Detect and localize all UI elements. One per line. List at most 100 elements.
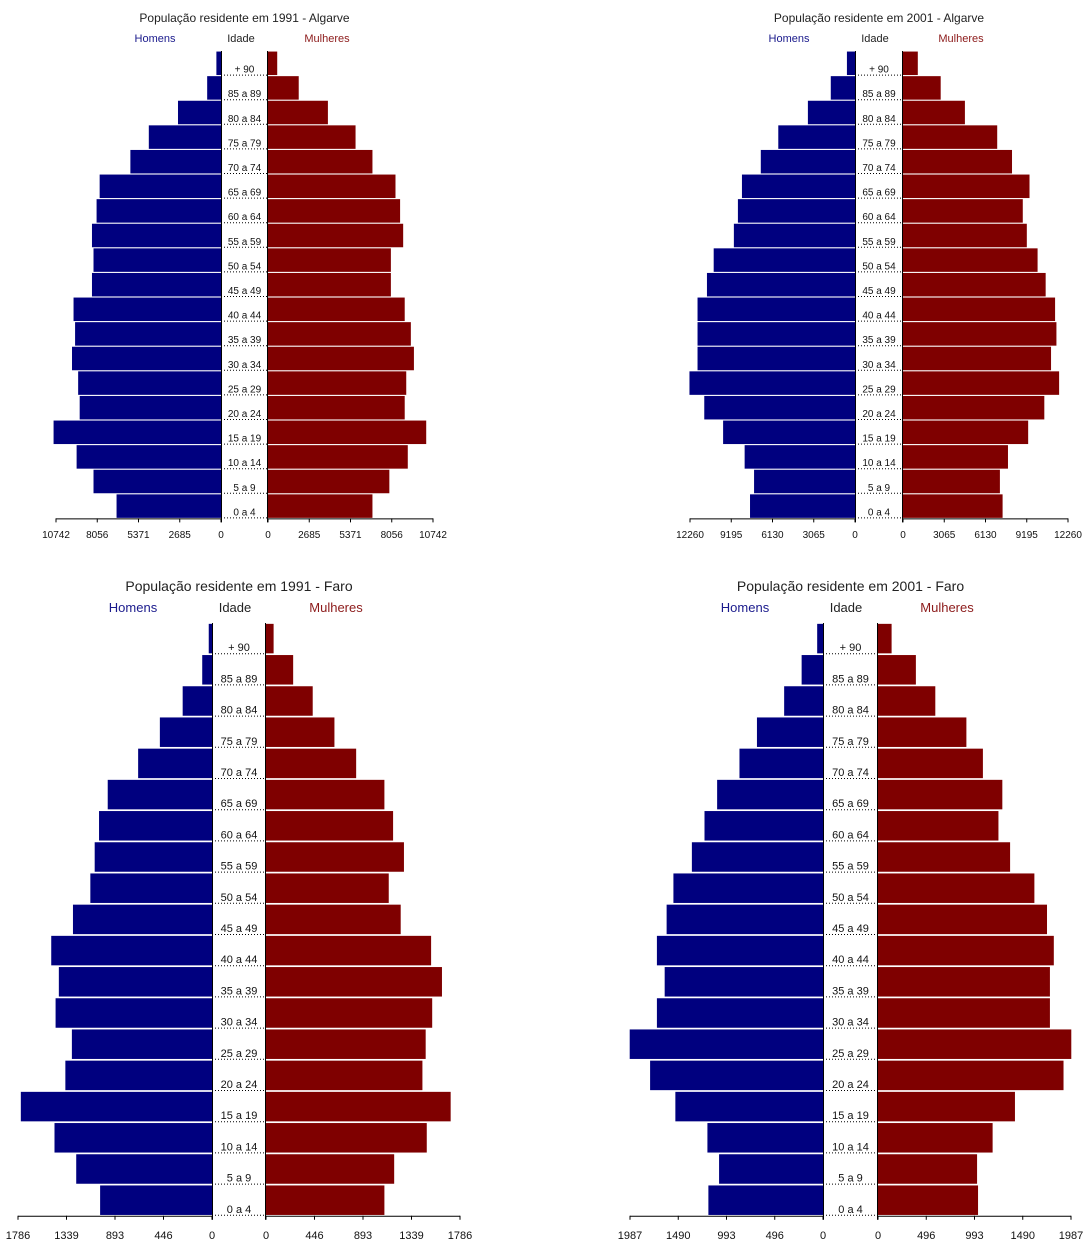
- age-label: + 90: [869, 65, 889, 76]
- bar-women: [268, 174, 396, 199]
- bar-men: [96, 199, 221, 223]
- bar-men: [760, 149, 855, 174]
- bar-women: [903, 395, 1045, 420]
- age-label: 60 a 64: [832, 829, 869, 841]
- bar-men: [79, 395, 221, 420]
- tick-label: 0: [218, 530, 224, 541]
- bar-men: [65, 1060, 212, 1091]
- age-label: 10 a 14: [221, 1141, 258, 1153]
- bar-men: [72, 904, 212, 935]
- bar-women: [903, 322, 1057, 346]
- bar-women: [903, 346, 1052, 371]
- bar-women: [268, 395, 405, 420]
- bar-men: [691, 842, 823, 872]
- age-label: 40 a 44: [228, 311, 262, 322]
- bar-women: [268, 371, 407, 395]
- bar-women: [268, 272, 391, 297]
- bar-women: [903, 248, 1038, 272]
- bar-women: [903, 149, 1013, 174]
- bar-men: [784, 686, 823, 716]
- bar-men: [830, 76, 855, 100]
- legend-men: Homens: [721, 600, 770, 615]
- age-label: 60 a 64: [228, 212, 262, 223]
- tick-label: 9195: [720, 530, 743, 541]
- tick-label: 6130: [974, 530, 997, 541]
- bar-men: [666, 904, 823, 935]
- bar-women: [268, 125, 356, 149]
- age-label: 40 a 44: [832, 954, 869, 966]
- bar-men: [177, 100, 221, 125]
- bar-men: [130, 149, 221, 174]
- tick-label: 12260: [676, 530, 704, 541]
- age-label: 35 a 39: [228, 335, 262, 346]
- bar-women: [903, 174, 1030, 199]
- bar-women: [878, 686, 936, 716]
- bar-men: [159, 717, 212, 747]
- bar-women: [878, 1123, 993, 1153]
- age-label: 20 a 24: [862, 409, 896, 420]
- tick-label: 3065: [803, 530, 826, 541]
- bar-women: [903, 272, 1046, 297]
- age-label: 25 a 29: [862, 384, 896, 395]
- age-label: 10 a 14: [832, 1141, 869, 1153]
- bar-women: [878, 1154, 978, 1184]
- bar-men: [708, 1185, 823, 1215]
- age-label: 25 a 29: [221, 1048, 258, 1060]
- bar-women: [878, 873, 1035, 903]
- tick-label: 0: [875, 1230, 881, 1242]
- age-label: 5 a 9: [868, 483, 891, 494]
- bar-women: [266, 998, 433, 1028]
- bar-women: [268, 346, 414, 371]
- bar-women: [878, 935, 1054, 966]
- bar-women: [266, 623, 274, 654]
- bar-men: [182, 686, 212, 716]
- bar-men: [713, 248, 855, 272]
- bar-women: [268, 51, 278, 76]
- age-label: 15 a 19: [221, 1110, 258, 1122]
- tick-label: 10742: [419, 530, 447, 541]
- bar-women: [266, 779, 385, 810]
- bar-men: [100, 1185, 212, 1215]
- tick-label: 1339: [54, 1230, 78, 1242]
- bar-men: [656, 998, 823, 1028]
- bar-men: [53, 420, 222, 445]
- bar-women: [268, 223, 404, 248]
- age-label: 65 a 69: [832, 798, 869, 810]
- bar-women: [878, 842, 1011, 872]
- tick-label: 9195: [1016, 530, 1039, 541]
- bar-women: [903, 100, 965, 125]
- age-label: 65 a 69: [221, 798, 258, 810]
- bar-men: [656, 935, 823, 966]
- bar-men: [706, 272, 855, 297]
- age-label: 65 a 69: [862, 188, 896, 199]
- bar-women: [903, 125, 998, 149]
- tick-label: 1490: [1011, 1230, 1035, 1242]
- tick-label: 1987: [1059, 1230, 1083, 1242]
- bar-men: [208, 623, 212, 654]
- bar-women: [266, 1060, 423, 1091]
- bar-women: [878, 1091, 1015, 1122]
- bar-women: [903, 469, 1000, 494]
- age-label: 5 a 9: [838, 1173, 862, 1185]
- bar-women: [878, 717, 967, 747]
- bar-men: [76, 1154, 212, 1184]
- tick-label: 0: [209, 1230, 215, 1242]
- bar-women: [903, 494, 1003, 518]
- bar-women: [268, 322, 411, 346]
- age-label: 55 a 59: [221, 861, 258, 873]
- bar-women: [266, 1123, 427, 1153]
- age-label: 55 a 59: [862, 237, 896, 248]
- tick-label: 10742: [42, 530, 70, 541]
- bar-men: [629, 1029, 823, 1059]
- bar-men: [664, 967, 823, 997]
- bar-women: [903, 445, 1008, 469]
- age-label: 70 a 74: [221, 767, 258, 779]
- age-label: 45 a 49: [862, 286, 896, 297]
- legend-men: Homens: [135, 33, 176, 45]
- age-label: 25 a 29: [228, 384, 262, 395]
- tick-label: 12260: [1054, 530, 1082, 541]
- bar-women: [878, 623, 892, 654]
- bar-women: [268, 445, 408, 469]
